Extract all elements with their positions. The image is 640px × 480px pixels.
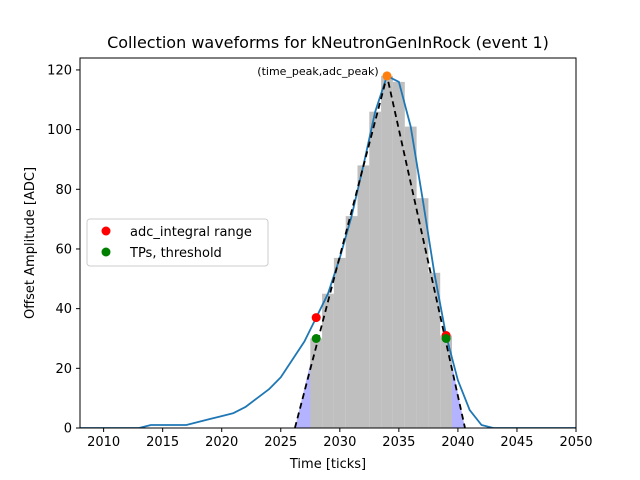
peak-annotation: (time_peak,adc_peak) [257,65,378,78]
x-axis-ticks: 2010 2015 2020 2025 2030 2035 2040 2045 2050 [87,428,593,450]
x-tick-label: 2045 [500,435,533,450]
adc-integral-point [311,313,321,323]
x-tick-label: 2020 [205,435,238,450]
x-tick-label: 2025 [264,435,297,450]
points-layer [311,71,451,343]
bar [345,216,358,428]
bar [310,338,323,428]
x-tick-label: 2015 [146,435,179,450]
axes-frame [79,57,577,429]
bar [381,75,393,428]
tp-threshold-point [441,334,451,343]
y-tick-label: 20 [55,362,72,377]
y-tick-label: 40 [55,302,72,317]
bars-layer [310,75,452,428]
legend: adc_integral range TPs, threshold [86,218,269,267]
bar [416,198,429,428]
bar [333,257,346,428]
y-tick-label: 100 [47,123,72,138]
waveform-line [80,75,576,428]
y-tick-label: 120 [47,63,72,78]
y-axis-label: Offset Amplitude [ADC] [23,167,38,319]
legend-box [86,218,269,267]
waveform-layer [80,75,576,428]
legend-label-tps: TPs, threshold [129,246,222,261]
bar [322,293,334,428]
legend-label-adc-integral: adc_integral range [130,225,252,240]
x-tick-label: 2050 [559,435,592,450]
x-tick-label: 2035 [382,435,415,450]
bar [440,335,452,428]
bar [369,111,382,428]
tp-threshold-point [311,334,321,343]
y-tick-label: 0 [64,422,72,437]
x-tick-label: 2010 [87,435,120,450]
x-tick-label: 2030 [323,435,356,450]
legend-marker-adc-integral [101,226,111,236]
y-tick-label: 80 [55,183,72,198]
y-axis-ticks: 0 20 40 60 80 100 120 [47,63,80,437]
legend-marker-tps [101,247,111,257]
bar [404,126,417,428]
bar [393,81,405,428]
chart-title: Collection waveforms for kNeutronGenInRo… [107,33,549,52]
bar [357,165,370,428]
y-tick-label: 60 [55,242,72,257]
x-tick-label: 2040 [441,435,474,450]
peak-point [382,71,392,81]
bar [428,272,441,428]
x-axis-label: Time [ticks] [289,457,366,472]
